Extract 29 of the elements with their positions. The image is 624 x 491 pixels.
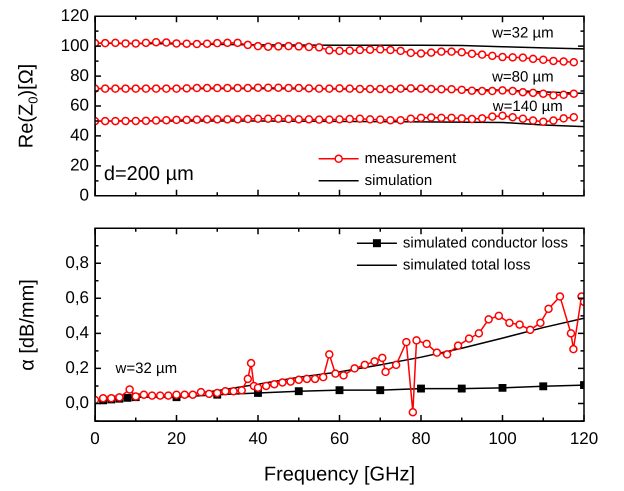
y-tick-label: 80: [70, 66, 89, 85]
legend-label: simulated conductor loss: [402, 234, 568, 252]
x-tick-label: 80: [412, 428, 430, 448]
y-tick-label: 0,6: [65, 288, 89, 307]
x-tick-label: 100: [488, 428, 517, 448]
y-tick-label: 20: [70, 156, 89, 175]
x-axis-title: Frequency [GHz]: [264, 464, 416, 486]
y-axis-title: α [dB/mm]: [16, 278, 40, 370]
y-tick-label: 0,4: [65, 323, 89, 342]
y-tick-label: 0,8: [65, 252, 89, 272]
y-tick-label: 0: [80, 185, 89, 204]
annotation: w=140 µm: [492, 98, 563, 116]
annotation: w=32 µm: [491, 24, 554, 42]
annotation: d=200 µm: [104, 162, 194, 185]
annotation: w=80 µm: [491, 68, 554, 86]
y-tick-label: 60: [70, 96, 89, 115]
x-tick-label: 40: [248, 428, 268, 448]
annotation: w=32 µm: [114, 360, 178, 378]
x-tick-label: 120: [570, 428, 598, 448]
y-tick-label: 120: [60, 6, 89, 25]
y-tick-label: 0,0: [65, 393, 89, 412]
legend-label: measurement: [364, 150, 458, 167]
legend-label: simulation: [364, 172, 432, 189]
x-tick-label: 60: [330, 428, 349, 448]
y-tick-label: 0,2: [65, 358, 89, 378]
x-tick-label: 20: [167, 428, 186, 448]
legend-label: simulated total loss: [402, 256, 530, 274]
y-tick-label: 40: [70, 126, 89, 145]
y-tick-label: 100: [60, 36, 89, 55]
